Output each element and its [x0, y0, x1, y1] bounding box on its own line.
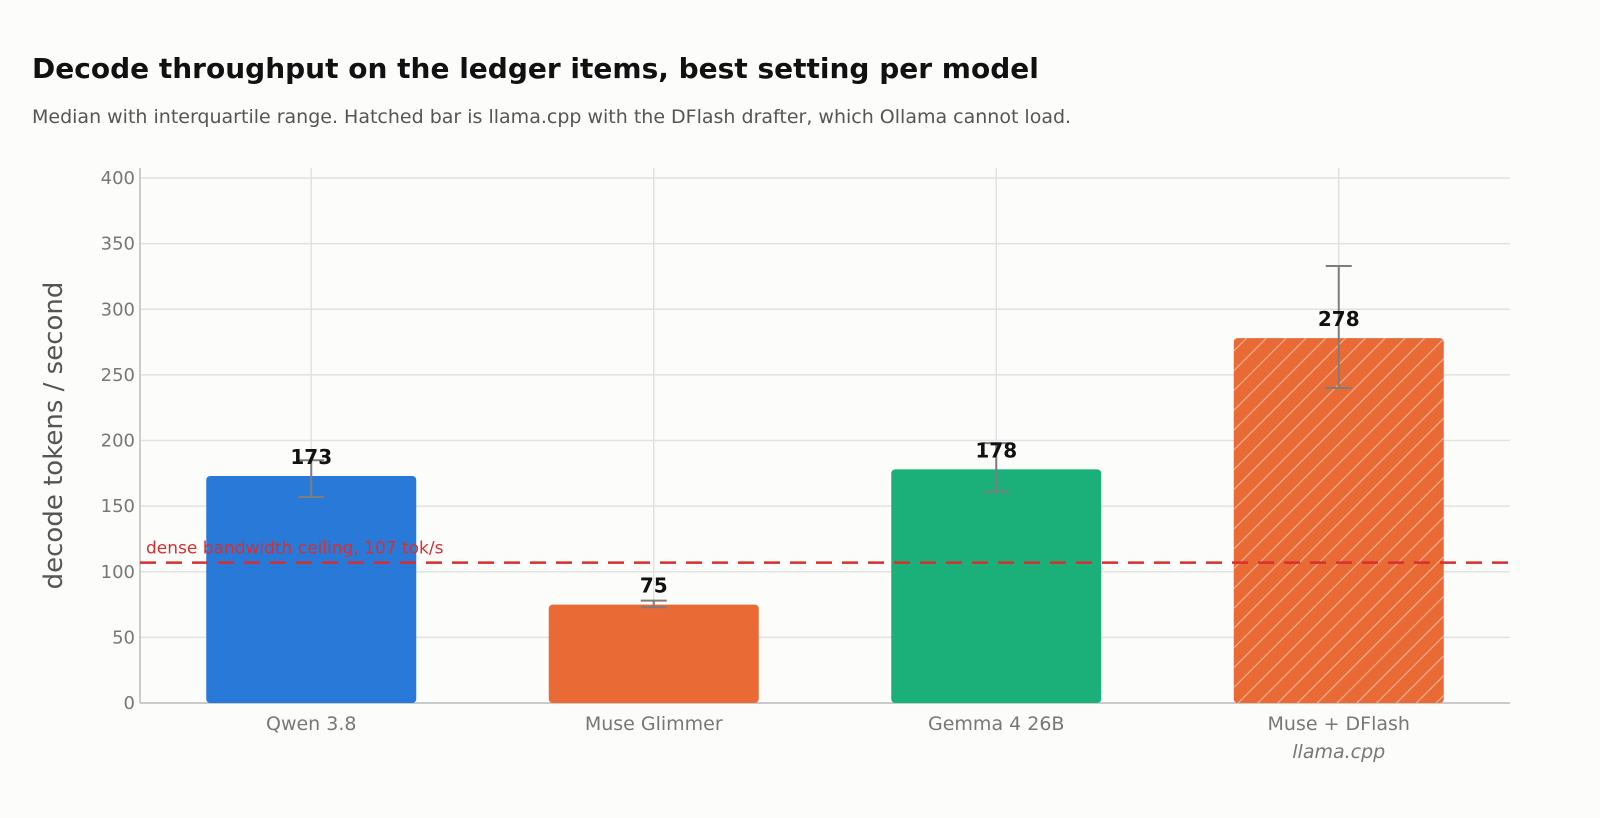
y-tick-label: 150	[101, 496, 135, 517]
bars	[206, 338, 1444, 703]
x-tick-label: Gemma 4 26B	[928, 713, 1064, 735]
value-label: 178	[975, 438, 1017, 462]
error-bars	[298, 264, 1352, 609]
error-bar	[1325, 264, 1352, 389]
bar	[891, 469, 1102, 703]
error-bar	[298, 459, 325, 498]
value-labels: 173 75 178 278	[290, 307, 1359, 597]
bar	[206, 475, 417, 703]
x-tick-label: Muse Glimmer	[585, 713, 723, 735]
x-tick-sublabel: llama.cpp	[1292, 741, 1385, 763]
y-tick-label: 100	[101, 562, 135, 583]
value-label: 173	[290, 445, 332, 469]
chart-title: Decode throughput on the ledger items, b…	[32, 52, 1039, 85]
y-tick-label: 400	[101, 168, 135, 189]
bar	[548, 604, 759, 703]
value-label: 278	[1318, 307, 1360, 331]
y-tick-label: 50	[112, 627, 135, 648]
value-label: 75	[640, 574, 668, 598]
y-axis-label: decode tokens / second	[39, 282, 69, 590]
error-bar	[983, 442, 1010, 493]
x-tick-label: Muse + DFlash	[1268, 713, 1410, 735]
error-bar	[640, 599, 667, 609]
reference-line-group: dense bandwidth ceiling, 107 tok/s	[140, 539, 1510, 564]
chart-subtitle: Median with interquartile range. Hatched…	[32, 106, 1072, 128]
y-tick-label: 350	[101, 234, 135, 255]
y-tick-label: 200	[101, 431, 135, 452]
x-axis-ticks: Qwen 3.8 Muse Glimmer Gemma 4 26B Muse + DF…	[266, 713, 1410, 763]
y-tick-label: 300	[101, 299, 135, 320]
y-tick-label: 0	[124, 693, 135, 714]
reference-line-label: dense bandwidth ceiling, 107 tok/s	[146, 539, 444, 559]
y-tick-label: 250	[101, 365, 135, 386]
bar-hatch	[1233, 338, 1444, 703]
x-tick-label: Qwen 3.8	[266, 713, 356, 735]
y-axis-ticks: 0 50 100 150 200 250 300 350 400	[101, 168, 135, 714]
